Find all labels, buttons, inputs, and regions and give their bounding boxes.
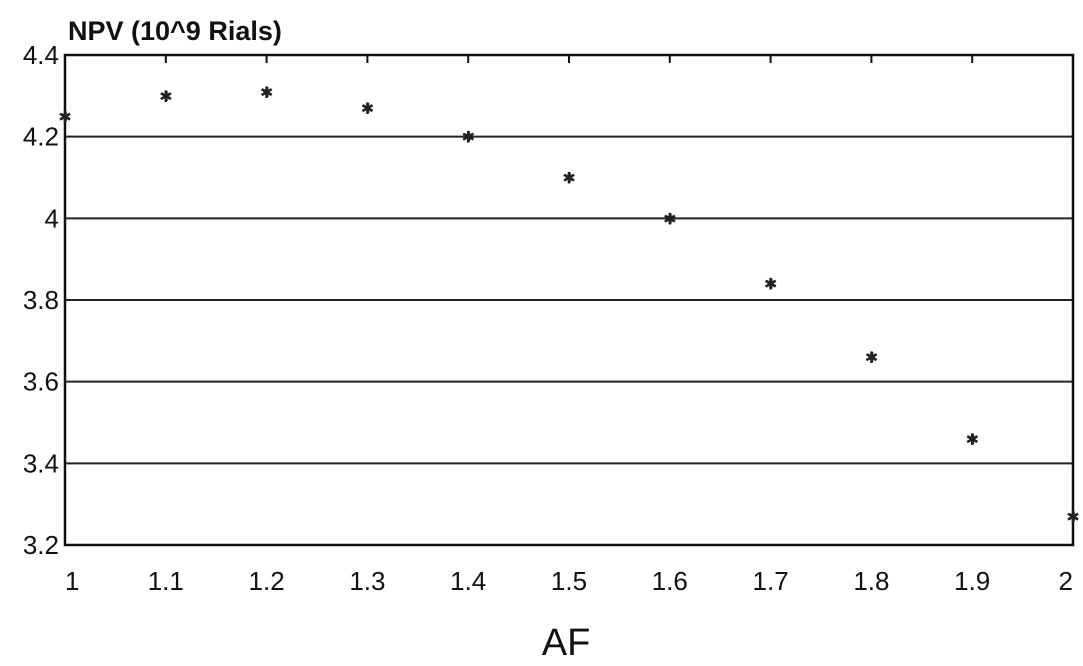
y-tick-labels: 3.2 3.4 3.6 3.8 4 4.2 4.4 <box>23 40 59 560</box>
x-tick-label: 1.1 <box>148 566 184 596</box>
svg-text:✱: ✱ <box>865 348 878 367</box>
svg-text:∗: ∗ <box>462 127 475 146</box>
x-tick-label: 1.2 <box>249 566 285 596</box>
svg-text:∗: ∗ <box>765 274 778 293</box>
data-point: ✱∗ <box>1066 506 1080 526</box>
data-point: ✱∗ <box>260 82 274 102</box>
svg-text:∗: ∗ <box>261 82 274 101</box>
data-point: ✱∗ <box>159 86 173 106</box>
y-tick-label: 4.2 <box>23 122 59 152</box>
x-tick-label: 1.4 <box>450 566 486 596</box>
x-tick-labels: 1 1.1 1.2 1.3 1.4 1.5 1.6 1.7 1.8 1.9 2 <box>64 55 1074 596</box>
svg-text:∗: ∗ <box>1067 506 1080 525</box>
svg-text:∗: ∗ <box>563 168 576 187</box>
svg-text:✱: ✱ <box>562 169 575 188</box>
x-tick-label: 1.5 <box>551 566 587 596</box>
data-point: ✱∗ <box>461 127 475 147</box>
svg-text:∗: ∗ <box>664 208 677 227</box>
y-tick-label: 4 <box>45 203 59 233</box>
data-point: ✱∗ <box>965 429 979 449</box>
svg-text:✱: ✱ <box>965 430 978 449</box>
data-point: ✱∗ <box>865 347 879 367</box>
y-tick-label: 3.6 <box>23 367 59 397</box>
svg-text:✱: ✱ <box>663 209 676 228</box>
data-point: ✱∗ <box>764 274 778 294</box>
x-tick-label: 2 <box>1059 566 1073 596</box>
svg-text:✱: ✱ <box>1066 507 1079 526</box>
data-point: ✱∗ <box>663 208 677 228</box>
data-point: ✱∗ <box>562 168 576 188</box>
svg-text:✱: ✱ <box>361 99 374 118</box>
data-point: ✱∗ <box>361 98 375 118</box>
svg-text:∗: ∗ <box>866 347 879 366</box>
svg-text:∗: ∗ <box>59 106 72 125</box>
y-tick-label: 3.4 <box>23 448 59 478</box>
y-tick-label: 3.8 <box>23 285 59 315</box>
svg-text:✱: ✱ <box>461 128 474 147</box>
x-tick-label: 1 <box>65 566 79 596</box>
data-points: ✱∗✱∗ ✱∗✱∗✱∗✱∗✱∗✱∗✱∗✱∗✱∗ <box>58 82 1080 527</box>
x-tick-label: 1.6 <box>652 566 688 596</box>
svg-text:✱: ✱ <box>58 107 71 126</box>
svg-text:✱: ✱ <box>159 87 172 106</box>
svg-text:✱: ✱ <box>260 83 273 102</box>
x-tick-label: 1.3 <box>349 566 385 596</box>
x-tick-label: 1.9 <box>954 566 990 596</box>
svg-text:∗: ∗ <box>362 98 375 117</box>
x-tick-label: 1.8 <box>853 566 889 596</box>
y-tick-label: 4.4 <box>23 40 59 70</box>
y-tick-label: 3.2 <box>23 530 59 560</box>
svg-text:∗: ∗ <box>966 429 979 448</box>
gridlines <box>65 135 1073 465</box>
svg-text:✱: ✱ <box>764 275 777 294</box>
x-tick-label: 1.7 <box>753 566 789 596</box>
svg-text:∗: ∗ <box>160 86 173 105</box>
y-axis-title: NPV (10^9 Rials) <box>68 16 282 46</box>
x-axis-title: AF <box>542 622 591 664</box>
data-point: ✱∗ <box>58 106 72 126</box>
